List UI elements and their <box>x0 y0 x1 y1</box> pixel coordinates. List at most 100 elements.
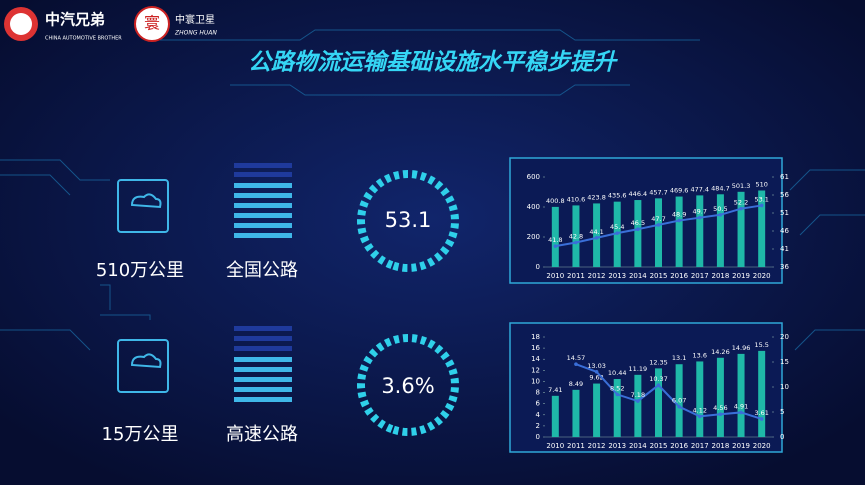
line-point <box>656 383 661 387</box>
y-tick-label: 14 <box>531 355 540 363</box>
y-tick-label: 600 <box>527 173 540 181</box>
data-label: 47.7 <box>651 215 665 223</box>
y2-tick-label: 20 <box>780 333 789 341</box>
x-tick-label: 2015 <box>650 272 668 280</box>
line-point <box>636 227 640 231</box>
data-label: 457.7 <box>649 188 668 196</box>
bar <box>593 203 601 267</box>
y2-tick-label: 0 <box>780 433 784 441</box>
line-point <box>739 410 743 415</box>
bar <box>737 191 745 267</box>
data-label: 7.41 <box>548 386 562 394</box>
gauge-ring <box>357 334 459 436</box>
x-tick-label: 2013 <box>608 272 626 280</box>
data-label: 484.7 <box>711 184 730 192</box>
logo-mark: 寰 <box>144 14 160 33</box>
logo-icon <box>10 13 32 35</box>
y2-tick-label: 5 <box>780 408 784 416</box>
data-label: 501.3 <box>732 182 751 190</box>
bar <box>716 194 724 267</box>
line-point <box>574 362 578 366</box>
x-tick-label: 2020 <box>753 272 771 280</box>
data-label: 46.5 <box>631 219 645 227</box>
x-tick-label: 2017 <box>691 442 709 450</box>
x-tick-label: 2015 <box>650 442 668 450</box>
bar <box>675 196 683 267</box>
data-label: 48.9 <box>672 211 686 219</box>
line-point <box>553 244 558 248</box>
y-tick-label: 12 <box>531 366 540 374</box>
kpi-label: 高速公路 <box>226 424 298 445</box>
bar <box>613 379 621 437</box>
x-tick-label: 2013 <box>608 442 626 450</box>
icon <box>234 163 292 402</box>
line-point <box>636 399 640 403</box>
line <box>575 363 762 420</box>
logo-subtext: CHINA AUTOMOTIVE BROTHER <box>45 36 122 42</box>
line-point <box>574 240 578 245</box>
x-tick-label: 2018 <box>711 272 729 280</box>
data-label: 14.26 <box>711 348 730 356</box>
data-label: 14.96 <box>732 344 751 352</box>
bar <box>758 190 766 267</box>
x-tick-label: 2012 <box>588 272 606 280</box>
y2-tick-label: 61 <box>780 173 789 181</box>
data-label: 12.35 <box>649 358 668 366</box>
kpi-label: 全国公路 <box>226 260 298 281</box>
gauge-value: 3.6% <box>381 374 434 398</box>
data-label: 469.6 <box>670 187 689 195</box>
y-tick-label: 6 <box>536 400 541 408</box>
y-tick-label: 400 <box>527 203 540 211</box>
y-tick-label: 10 <box>531 377 540 385</box>
y2-tick-label: 56 <box>780 191 789 199</box>
data-label: 53.1 <box>754 195 768 203</box>
data-label: 15.5 <box>754 341 768 349</box>
y-tick-label: 18 <box>531 333 540 341</box>
y-tick-label: 8 <box>536 389 540 397</box>
x-tick-label: 2016 <box>670 442 688 450</box>
y2-tick-label: 46 <box>780 227 789 235</box>
y-tick-label: 0 <box>536 433 540 441</box>
x-tick-label: 2010 <box>546 442 564 450</box>
line-point <box>615 231 620 235</box>
data-label: 4.56 <box>713 404 727 412</box>
kpi-value: 510万公里 <box>96 260 184 281</box>
bar <box>737 353 745 437</box>
line-point <box>677 218 681 223</box>
line-point <box>718 412 723 417</box>
data-label: 13.03 <box>587 362 606 370</box>
bar <box>696 195 704 267</box>
y-tick-label: 200 <box>527 233 540 241</box>
y2-tick-label: 15 <box>780 358 789 366</box>
data-label: 410.6 <box>567 195 586 203</box>
x-tick-label: 2019 <box>732 442 750 450</box>
bar <box>593 383 601 437</box>
bar <box>675 364 683 437</box>
data-label: 52.2 <box>734 199 748 207</box>
x-tick-label: 2011 <box>567 442 585 450</box>
bar <box>551 395 559 437</box>
data-label: 477.4 <box>690 185 709 193</box>
data-label: 446.4 <box>629 190 648 198</box>
bar <box>758 350 766 437</box>
data-label: 8.49 <box>569 380 583 388</box>
line-point <box>739 206 743 211</box>
logo-icon <box>134 6 170 42</box>
x-tick-label: 2017 <box>691 272 709 280</box>
x-tick-label: 2016 <box>670 272 688 280</box>
y2-tick-label: 51 <box>780 209 789 217</box>
kpi-value: 15万公里 <box>102 424 179 445</box>
x-tick-label: 2012 <box>588 442 606 450</box>
line-point <box>677 404 681 409</box>
y-tick-label: 2 <box>536 422 540 430</box>
logo-subtext: ZHONG HUAN <box>174 30 217 37</box>
decoration <box>0 29 865 351</box>
y2-tick-label: 10 <box>780 383 789 391</box>
data-label: 14.57 <box>567 354 586 362</box>
data-label: 4.12 <box>693 406 707 414</box>
logo-text: 中寰卫星 <box>175 13 215 26</box>
gauge-ring <box>357 170 459 272</box>
data-label: 49.7 <box>693 208 707 216</box>
data-label: 400.8 <box>546 197 565 205</box>
